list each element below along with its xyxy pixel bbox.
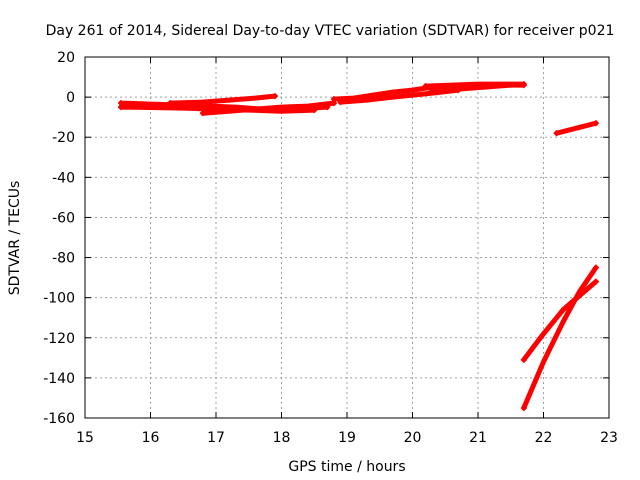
series-line: [429, 82, 527, 94]
y-axis-title: SDTVAR / TECUs: [7, 181, 23, 296]
series-layer: [118, 81, 599, 411]
y-tick-label: -20: [52, 130, 75, 146]
x-tick-label: 23: [600, 430, 618, 446]
y-tick-label: -40: [52, 170, 75, 186]
series-track-h: [429, 82, 527, 95]
y-tick-label: -120: [43, 331, 75, 347]
series-track-k: [520, 264, 599, 411]
data-point-marker: [330, 96, 337, 103]
series-line: [521, 279, 599, 363]
series-line: [521, 265, 599, 411]
y-tick-label: -160: [43, 411, 75, 427]
x-tick-label: 22: [535, 430, 553, 446]
data-point-marker: [118, 104, 125, 111]
x-tick-label: 15: [76, 430, 94, 446]
data-point-marker: [337, 99, 344, 106]
data-point-marker: [271, 93, 278, 100]
data-point-marker: [422, 83, 429, 90]
y-tick-label: -140: [43, 371, 75, 387]
series-line: [118, 104, 317, 114]
y-tick-label: -60: [52, 210, 75, 226]
series-track-c: [167, 93, 278, 107]
x-tick-label: 17: [207, 430, 225, 446]
x-axis-title: GPS time / hours: [288, 459, 405, 475]
data-point-marker: [167, 100, 174, 107]
x-tick-label: 19: [338, 430, 356, 446]
data-point-marker: [429, 88, 436, 95]
y-tick-label: -80: [52, 251, 75, 267]
data-point-marker: [520, 404, 527, 411]
ticks: 15 16 17 18 19 20 21 22 23 -160 -140 -120 -100 -80 -60…: [43, 50, 618, 446]
series-track-i: [553, 120, 599, 137]
x-tick-label: 18: [273, 430, 291, 446]
data-point-marker: [520, 82, 527, 89]
grid: [85, 57, 609, 418]
data-point-marker: [520, 356, 527, 363]
data-point-marker: [553, 130, 560, 137]
y-tick-label: 20: [57, 50, 75, 66]
chart-title: Day 261 of 2014, Sidereal Day-to-day VTE…: [46, 23, 615, 39]
series-track-j: [520, 278, 599, 363]
x-tick-label: 16: [142, 430, 160, 446]
data-point-marker: [592, 278, 599, 285]
series-line: [200, 100, 337, 116]
series-track-d: [199, 100, 337, 117]
data-point-marker: [311, 107, 318, 114]
data-point-marker: [592, 264, 599, 271]
x-tick-label: 20: [404, 430, 422, 446]
data-point-marker: [592, 120, 599, 127]
y-tick-label: 0: [66, 90, 75, 106]
series-track-b: [118, 104, 318, 114]
x-tick-label: 21: [469, 430, 487, 446]
series-line: [554, 120, 599, 136]
series-line: [167, 93, 278, 106]
data-point-marker: [199, 110, 206, 117]
y-tick-label: -100: [43, 291, 75, 307]
